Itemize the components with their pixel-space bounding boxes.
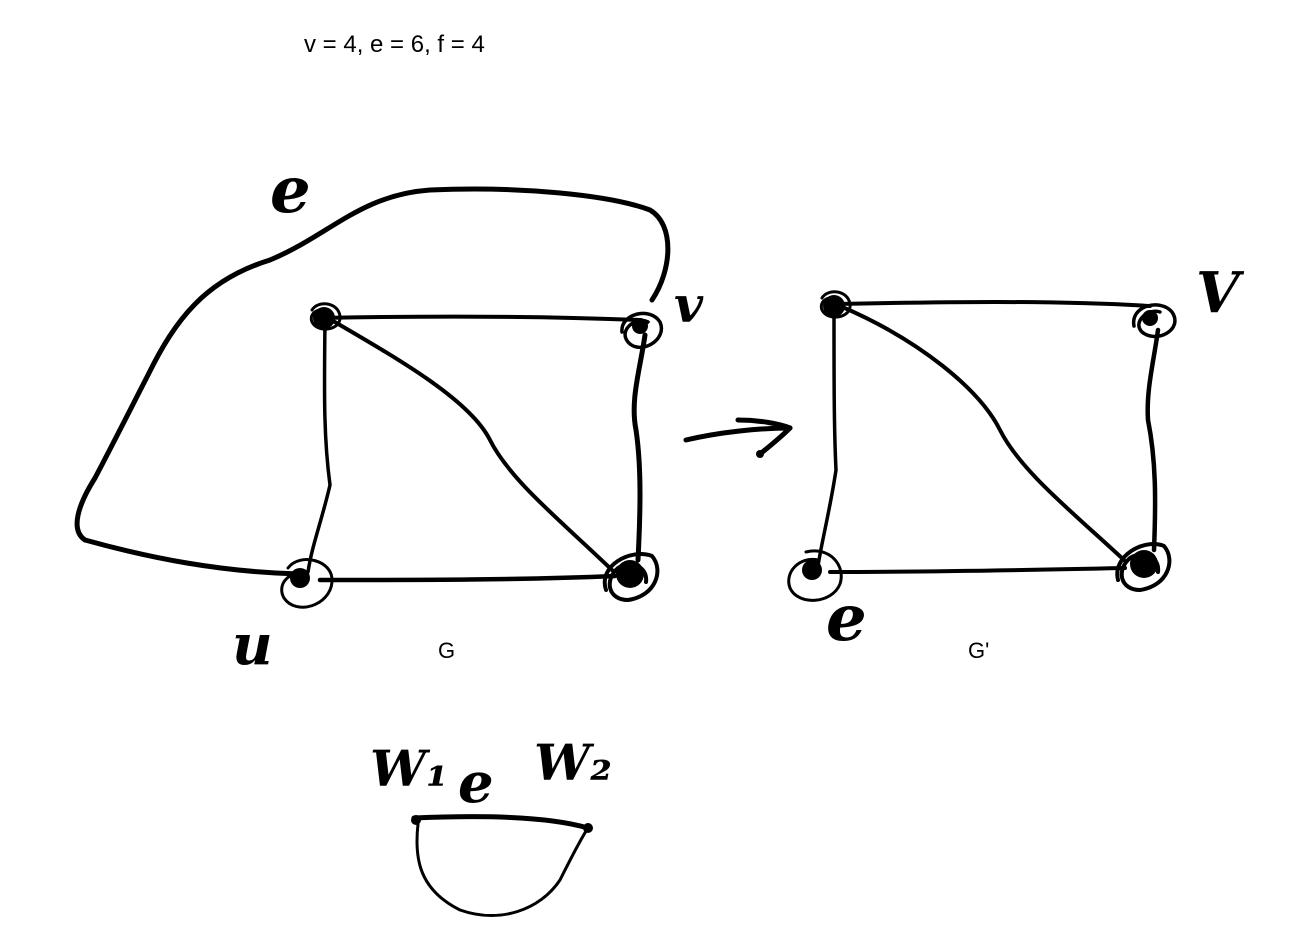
graph-g-edge-left	[306, 320, 332, 574]
graph-g-caption: G	[438, 638, 455, 663]
graph-g-prime-vertex-v	[1132, 303, 1177, 339]
graph-g-outer-edge-e	[74, 186, 671, 577]
bottom-sketch: W₁ e W₂	[370, 733, 612, 917]
bottom-sketch-w2-label: W₂	[534, 733, 612, 792]
bottom-sketch-vertex-w2	[583, 823, 593, 833]
bottom-sketch-edge-top	[411, 814, 591, 831]
graph-g-edge-bottom	[317, 573, 618, 583]
graph-g-vertex-u-label: u	[232, 612, 273, 678]
bottom-sketch-w1-label: W₁	[370, 739, 448, 798]
graph-g-prime-vertex-e-label: e	[826, 581, 867, 656]
graph-g-vertex-v-label: v	[674, 275, 704, 334]
graph-g-edge-e-label: e	[270, 153, 311, 228]
graph-g-prime-caption: G'	[968, 638, 989, 663]
graph-g-prime-vertex-bottom-right	[1115, 542, 1172, 592]
graph-g-prime: V e G'	[787, 260, 1245, 663]
contraction-arrow	[683, 417, 793, 458]
graph-g-edge-right	[631, 332, 648, 563]
graph-g-vertex-bottom-right	[602, 552, 660, 602]
graph-g-edge-top	[320, 314, 642, 322]
bottom-sketch-curve	[415, 822, 590, 917]
graph-g-prime-edge-bottom	[828, 566, 1127, 574]
graph-g-prime-edge-diagonal	[838, 304, 1126, 562]
graph-g-prime-vertex-merged	[787, 549, 843, 602]
graph-g: e u v G	[74, 153, 704, 678]
graph-g-prime-vertex-top-left	[819, 290, 852, 319]
graph-g-prime-edge-top	[834, 300, 1152, 308]
graph-g-vertex-v	[620, 311, 664, 349]
bottom-sketch-e-label: e	[458, 750, 494, 816]
bottom-sketch-vertex-w1	[411, 815, 421, 825]
graph-g-prime-edge-left	[816, 308, 838, 568]
graph-g-vertex-top-left	[309, 302, 342, 331]
graph-g-vertex-u	[280, 558, 334, 609]
graph-g-prime-vertex-v-label: V	[1196, 260, 1245, 326]
graph-g-prime-edge-right	[1145, 327, 1161, 553]
counts-text: v = 4, e = 6, f = 4	[304, 31, 485, 58]
graph-g-edge-diagonal	[326, 316, 614, 572]
